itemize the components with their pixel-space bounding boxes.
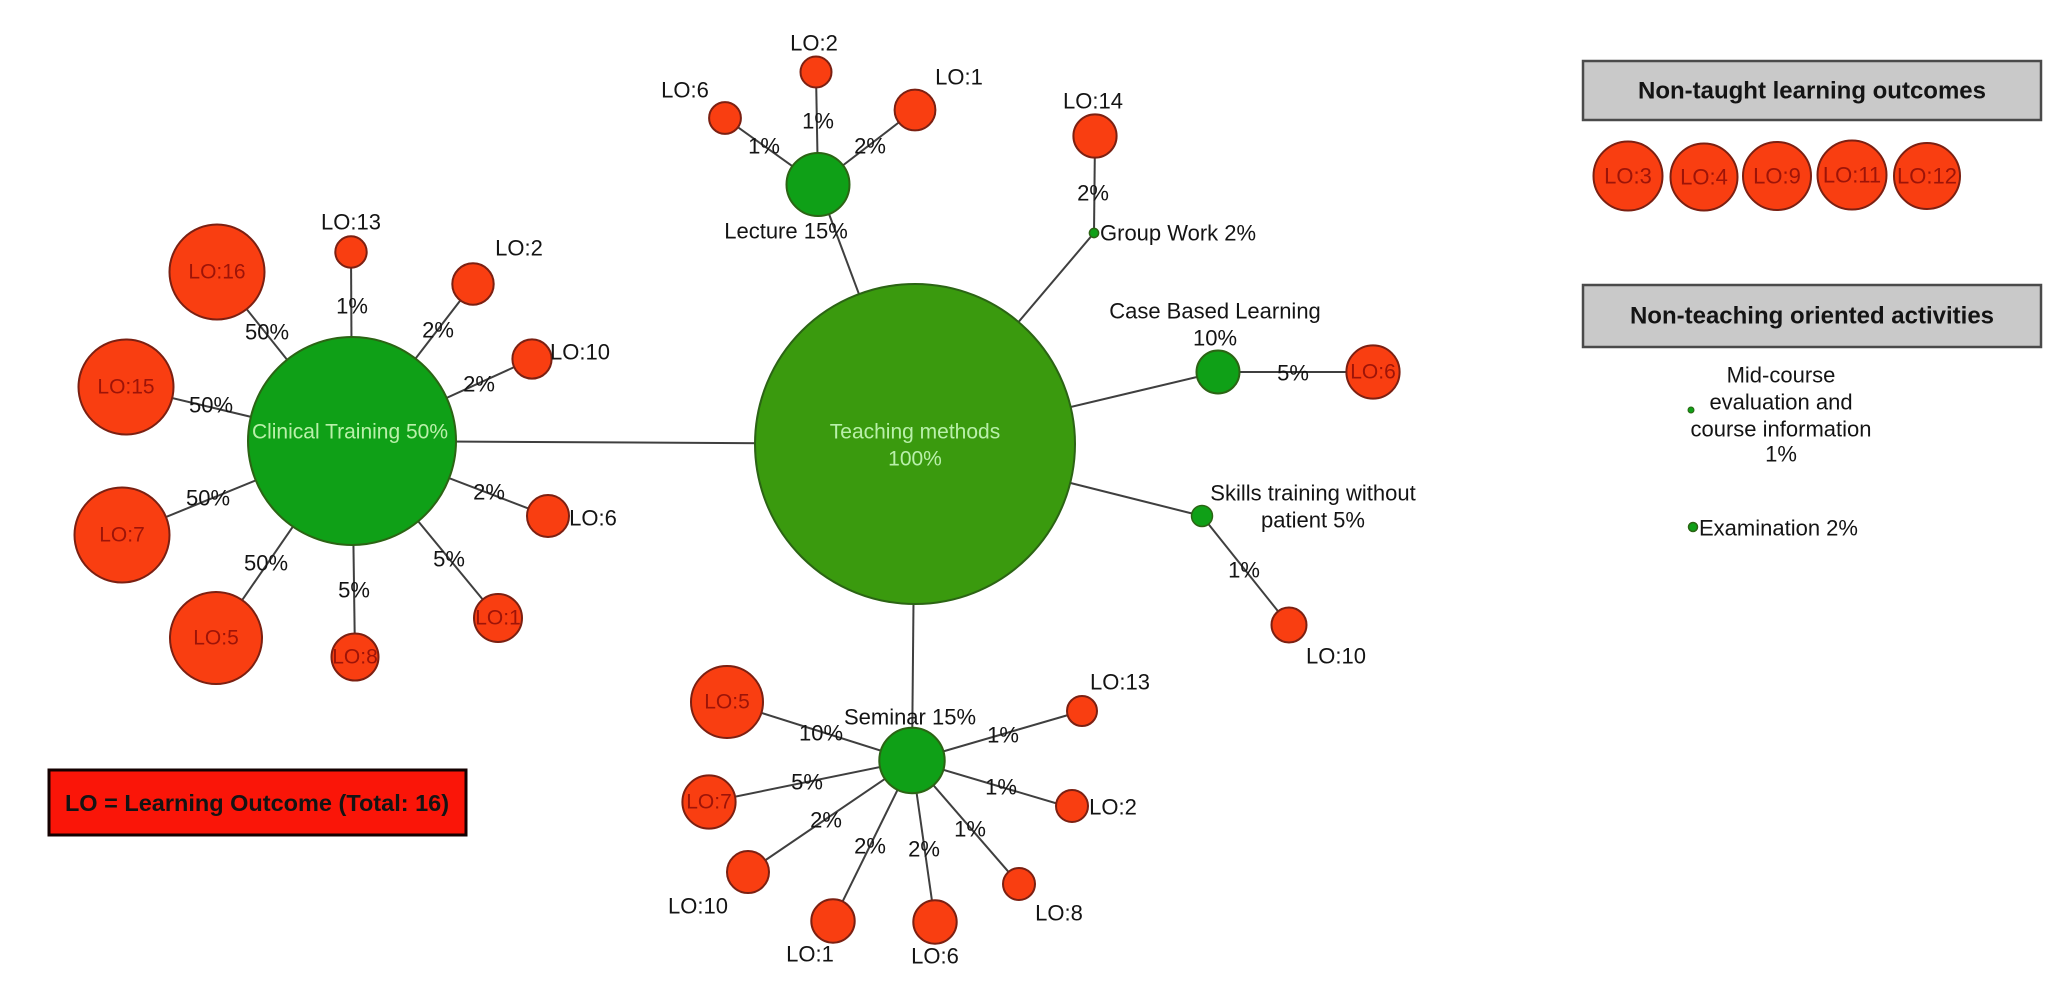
svg-text:LO:7: LO:7	[99, 524, 145, 547]
svg-text:LO:1: LO:1	[475, 607, 521, 630]
svg-text:LO:11: LO:11	[1823, 163, 1881, 188]
svg-text:1%: 1%	[802, 109, 834, 134]
svg-text:LO:4: LO:4	[1680, 165, 1728, 190]
svg-text:Clinical Training 50%: Clinical Training 50%	[252, 421, 448, 444]
svg-text:Skills training without: Skills training without	[1210, 481, 1415, 506]
svg-text:1%: 1%	[987, 723, 1019, 748]
svg-text:LO:1: LO:1	[935, 65, 983, 90]
svg-text:LO:15: LO:15	[97, 376, 154, 399]
svg-text:LO:6: LO:6	[911, 944, 959, 969]
svg-text:Teaching methods: Teaching methods	[830, 421, 1000, 444]
svg-text:LO:8: LO:8	[332, 646, 378, 669]
svg-text:5%: 5%	[791, 770, 823, 795]
svg-text:LO:5: LO:5	[704, 691, 750, 714]
svg-text:1%: 1%	[1765, 442, 1797, 467]
svg-text:2%: 2%	[1077, 181, 1109, 206]
svg-text:Seminar 15%: Seminar 15%	[844, 705, 976, 730]
svg-text:LO:2: LO:2	[1089, 795, 1137, 820]
svg-text:LO:8: LO:8	[1035, 901, 1083, 926]
svg-text:LO:12: LO:12	[1897, 164, 1957, 189]
svg-text:Examination 2%: Examination 2%	[1699, 516, 1858, 541]
svg-text:evaluation and: evaluation and	[1709, 390, 1852, 415]
svg-text:100%: 100%	[888, 448, 942, 471]
svg-text:5%: 5%	[338, 578, 370, 603]
svg-text:1%: 1%	[748, 134, 780, 159]
svg-text:LO:3: LO:3	[1604, 164, 1652, 189]
svg-text:LO:7: LO:7	[686, 791, 732, 814]
svg-text:10%: 10%	[799, 721, 843, 746]
svg-text:50%: 50%	[189, 393, 233, 418]
svg-text:2%: 2%	[473, 480, 505, 505]
svg-text:patient 5%: patient 5%	[1261, 508, 1365, 533]
svg-text:LO:10: LO:10	[550, 340, 610, 365]
svg-text:Case Based Learning: Case Based Learning	[1109, 299, 1321, 324]
svg-text:2%: 2%	[854, 834, 886, 859]
svg-text:LO:14: LO:14	[1063, 89, 1123, 114]
svg-text:50%: 50%	[245, 320, 289, 345]
svg-text:2%: 2%	[854, 134, 886, 159]
svg-text:50%: 50%	[244, 551, 288, 576]
svg-text:2%: 2%	[810, 808, 842, 833]
svg-text:LO:10: LO:10	[1306, 644, 1366, 669]
svg-text:1%: 1%	[1228, 558, 1260, 583]
svg-text:course information: course information	[1691, 417, 1872, 442]
svg-text:2%: 2%	[908, 837, 940, 862]
svg-text:Mid-course: Mid-course	[1727, 363, 1836, 388]
svg-text:Non-taught learning outcomes: Non-taught learning outcomes	[1638, 78, 1986, 105]
svg-text:LO:6: LO:6	[569, 506, 617, 531]
svg-text:LO:13: LO:13	[1090, 670, 1150, 695]
svg-text:LO:5: LO:5	[193, 627, 239, 650]
svg-text:LO:10: LO:10	[668, 894, 728, 919]
svg-text:2%: 2%	[463, 372, 495, 397]
svg-text:Non-teaching oriented activiti: Non-teaching oriented activities	[1630, 303, 1994, 330]
svg-text:LO:16: LO:16	[188, 261, 245, 284]
svg-text:1%: 1%	[985, 775, 1017, 800]
svg-text:2%: 2%	[422, 318, 454, 343]
svg-text:LO:1: LO:1	[786, 942, 834, 967]
svg-text:LO:6: LO:6	[661, 78, 709, 103]
svg-text:LO:6: LO:6	[1350, 361, 1396, 384]
svg-text:LO:13: LO:13	[321, 210, 381, 235]
svg-text:Group Work 2%: Group Work 2%	[1100, 221, 1256, 246]
svg-text:50%: 50%	[186, 486, 230, 511]
svg-text:LO:9: LO:9	[1753, 164, 1801, 189]
svg-text:LO:2: LO:2	[495, 236, 543, 261]
svg-text:LO = Learning Outcome (Total:: LO = Learning Outcome (Total: 16)	[65, 790, 449, 816]
svg-text:1%: 1%	[954, 817, 986, 842]
svg-text:5%: 5%	[1277, 361, 1309, 386]
svg-text:5%: 5%	[433, 547, 465, 572]
svg-text:1%: 1%	[336, 294, 368, 319]
svg-text:10%: 10%	[1193, 326, 1237, 351]
svg-text:LO:2: LO:2	[790, 31, 838, 56]
svg-text:Lecture 15%: Lecture 15%	[724, 219, 848, 244]
